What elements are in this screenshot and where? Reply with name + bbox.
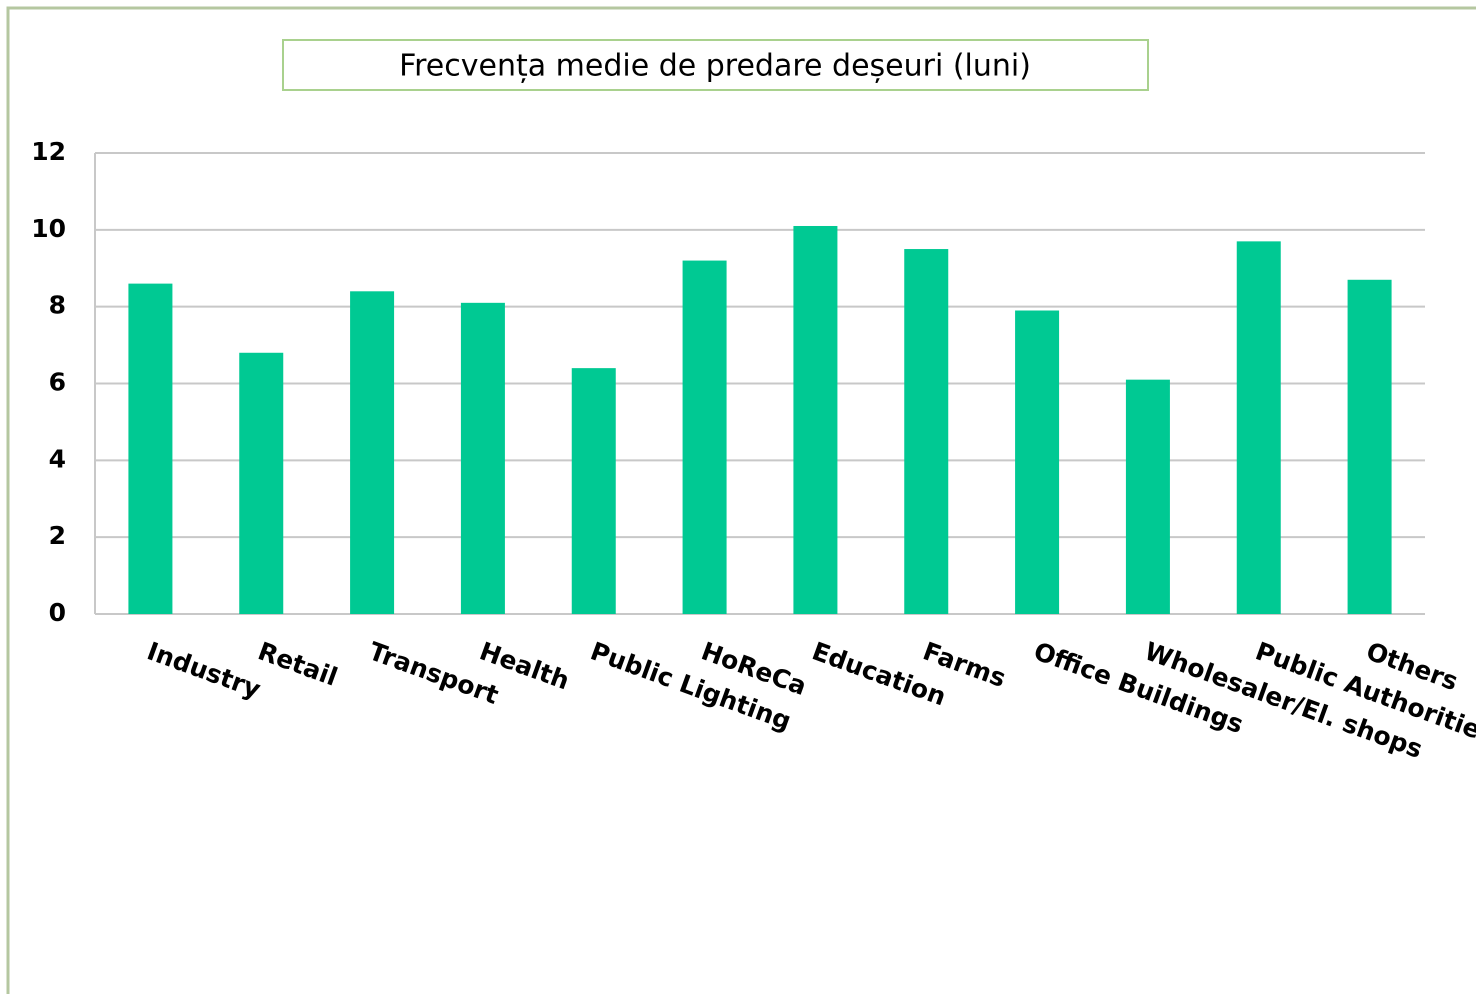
x-tick-label: Retail — [254, 636, 341, 691]
y-tick-label: 6 — [49, 368, 66, 397]
chart-border — [6, 6, 1476, 994]
bar — [571, 368, 616, 614]
bar — [1015, 310, 1060, 614]
y-tick-label: 0 — [49, 598, 66, 627]
bar — [128, 283, 173, 614]
bar — [1236, 241, 1281, 614]
title-box — [282, 39, 1149, 91]
bar — [460, 302, 505, 614]
y-tick-label: 8 — [49, 291, 66, 320]
bar — [1125, 379, 1170, 614]
y-tick-label: 12 — [31, 137, 66, 166]
y-tick-label: 10 — [31, 214, 66, 243]
bar — [904, 249, 949, 614]
chart-title: Frecvența medie de predare deșeuri (luni… — [399, 49, 1031, 84]
y-tick-label: 2 — [49, 521, 66, 550]
bar — [239, 352, 284, 614]
x-tick-label: Industry — [143, 636, 264, 704]
bar — [1347, 279, 1392, 614]
bar — [350, 291, 395, 614]
bar — [793, 225, 838, 614]
y-tick-label: 4 — [49, 444, 66, 473]
bar — [682, 260, 727, 614]
